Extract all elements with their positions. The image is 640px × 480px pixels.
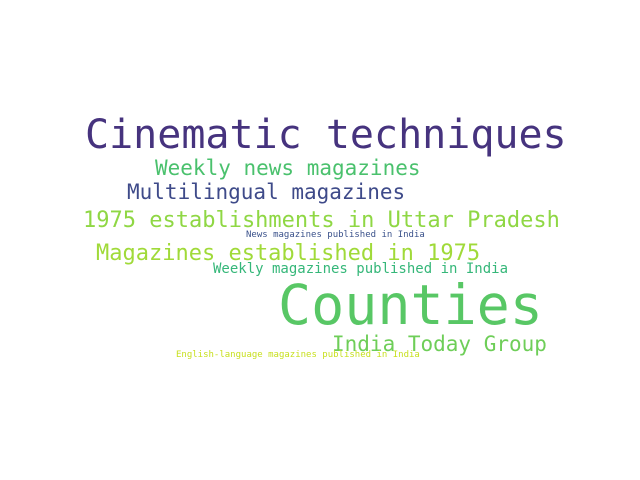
cloud-word: Counties (278, 273, 543, 337)
cloud-word: India Today Group (332, 332, 547, 356)
cloud-word: Cinematic techniques (85, 112, 567, 158)
cloud-word: Magazines established in 1975 (96, 241, 481, 266)
cloud-word: Multilingual magazines (127, 180, 406, 204)
cloud-word: News magazines published in India (246, 230, 425, 240)
cloud-word: English-language magazines published in … (176, 350, 420, 360)
cloud-word: Weekly magazines published in India (213, 261, 509, 277)
cloud-word: Weekly news magazines (155, 156, 421, 180)
cloud-word: 1975 establishments in Uttar Pradesh (83, 208, 560, 233)
